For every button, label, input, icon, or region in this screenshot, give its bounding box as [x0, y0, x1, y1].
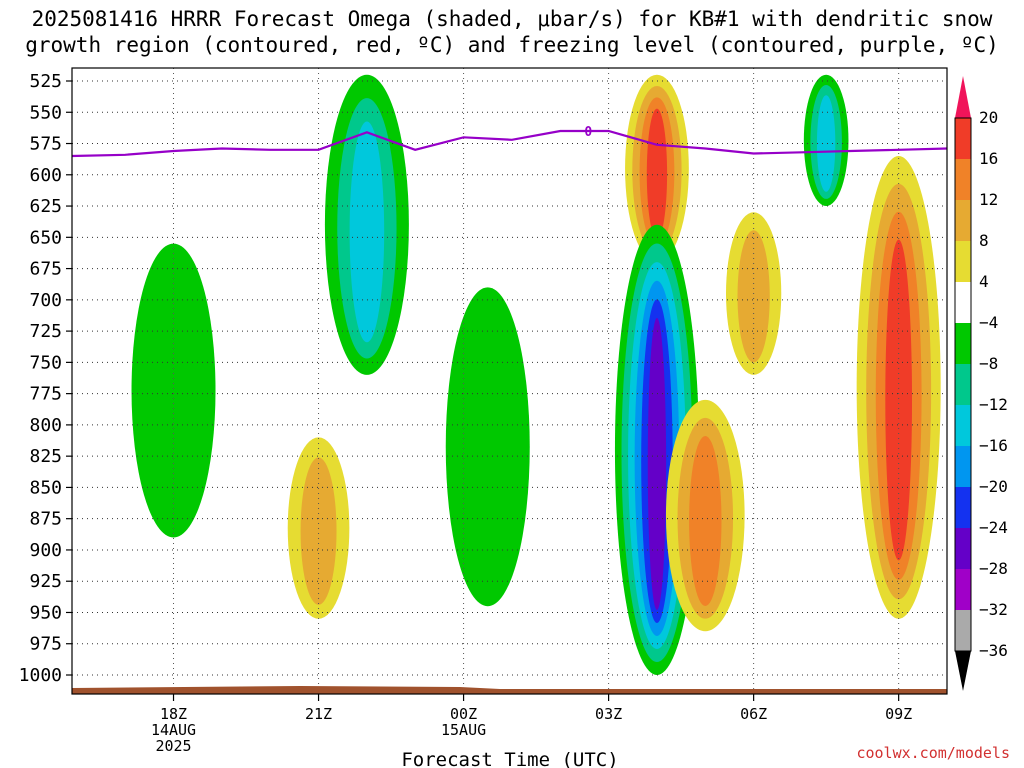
x-axis-title: Forecast Time (UTC)	[401, 749, 618, 768]
y-tick-label-750: 750	[29, 352, 62, 373]
colorbar-label-5: −4	[979, 313, 998, 332]
colorbar: 20 16 12 8 4 −4 −8 −12 −16 −20 −24 −28 −32 −36	[954, 76, 1008, 691]
x-tick-label-03Z: 03Z	[595, 705, 622, 723]
x-tick-label-09Z: 09Z	[885, 705, 912, 723]
colorbar-label-3: 8	[979, 231, 989, 250]
colorbar-bottom-arrow	[955, 651, 971, 691]
y-tick-label-550: 550	[29, 102, 62, 123]
colorbar-label-8: −16	[979, 436, 1008, 455]
colorbar-label-12: −32	[979, 600, 1008, 619]
colorbar-segment-6	[955, 364, 971, 405]
colorbar-label-0: 20	[979, 108, 998, 127]
omega-shade-sink-22z-2	[349, 121, 385, 343]
y-tick-label-925: 925	[29, 571, 62, 592]
chart-title: 2025081416 HRRR Forecast Omega (shaded, …	[0, 6, 1024, 58]
omega-region-sink-18z	[131, 243, 216, 538]
colorbar-frame	[954, 117, 972, 652]
x-tick-label-00Z: 00Z	[450, 705, 477, 723]
omega-region-rise-04z-upper	[625, 74, 689, 263]
omega-region-sink-00z	[445, 287, 530, 607]
colorbar-label-10: −24	[979, 518, 1008, 537]
y-tick-label-975: 975	[29, 634, 62, 655]
y-tick-label-600: 600	[29, 165, 62, 186]
y-tick-label-825: 825	[29, 446, 62, 467]
omega-shade-rise-05z-2	[689, 435, 722, 607]
colorbar-label-9: −20	[979, 477, 1008, 496]
freezing-level-label: 0	[584, 125, 592, 140]
freezing-level-contour: 0	[72, 125, 947, 158]
colorbar-segment-2	[955, 200, 971, 241]
y-tick-label-1000: 1000	[19, 665, 62, 686]
omega-region-rise-09z	[856, 156, 941, 619]
x-tick-label-18Z-sub1: 14AUG	[151, 721, 196, 739]
colorbar-segment-8	[955, 446, 971, 487]
x-tick-label-21Z: 21Z	[305, 705, 332, 723]
colorbar-label-11: −28	[979, 559, 1008, 578]
omega-shade-rise-21z-1	[300, 457, 337, 605]
colorbar-label-1: 16	[979, 149, 998, 168]
y-tick-label-575: 575	[29, 134, 62, 155]
omega-region-sink-08z	[803, 74, 849, 207]
omega-shade-sink-04z-5	[647, 318, 667, 610]
omega-region-rise-05z	[665, 399, 745, 632]
y-tick-label-800: 800	[29, 415, 62, 436]
colorbar-top-arrow	[955, 76, 971, 118]
omega-shade-rise-04z-upper-3	[646, 108, 668, 239]
colorbar-label-13: −36	[979, 641, 1008, 660]
omega-shade-sink-18z-0	[131, 243, 216, 538]
omega-shade-sink-00z-0	[445, 287, 530, 607]
title-line-2: growth region (contoured, red, ºC) and f…	[25, 33, 999, 57]
y-axis: 525 550 575 600 625 650 675 700 725 750 775 800 825 8…	[19, 71, 72, 686]
plot-frame	[71, 67, 948, 695]
y-tick-label-900: 900	[29, 540, 62, 561]
omega-shade-rise-09z-3	[885, 239, 913, 561]
y-tick-label-775: 775	[29, 384, 62, 405]
colorbar-label-2: 12	[979, 190, 998, 209]
y-tick-label-850: 850	[29, 477, 62, 498]
y-tick-label-675: 675	[29, 259, 62, 280]
y-tick-label-950: 950	[29, 602, 62, 623]
title-line-1: 2025081416 HRRR Forecast Omega (shaded, …	[31, 7, 993, 31]
grid-lines	[72, 68, 947, 694]
source-watermark: coolwx.com/models	[856, 744, 1010, 762]
colorbar-segment-4	[955, 282, 971, 323]
y-tick-label-650: 650	[29, 227, 62, 248]
colorbar-segment-7	[955, 405, 971, 446]
omega-region-sink-22z	[324, 74, 409, 375]
x-tick-label-18Z-sub2: 2025	[155, 737, 191, 755]
y-tick-label-625: 625	[29, 196, 62, 217]
colorbar-segment-11	[955, 569, 971, 610]
colorbar-segment-3	[955, 241, 971, 282]
y-tick-label-700: 700	[29, 290, 62, 311]
y-tick-label-875: 875	[29, 509, 62, 530]
colorbar-label-7: −12	[979, 395, 1008, 414]
colorbar-segment-12	[955, 610, 971, 651]
omega-shade-sink-08z-2	[816, 95, 836, 192]
colorbar-segment-0	[955, 118, 971, 159]
colorbar-segment-5	[955, 323, 971, 364]
ground-surface	[72, 686, 947, 694]
y-tick-label-525: 525	[29, 71, 62, 92]
colorbar-segment-1	[955, 159, 971, 200]
omega-shading	[131, 74, 941, 675]
colorbar-label-4: 4	[979, 272, 989, 291]
omega-shade-rise-06z-1	[737, 230, 770, 363]
freezing-level-line	[72, 129, 947, 158]
x-tick-label-06Z: 06Z	[740, 705, 767, 723]
colorbar-segment-10	[955, 528, 971, 569]
x-tick-label-18Z: 18Z	[160, 705, 187, 723]
x-tick-label-00Z-sub1: 15AUG	[441, 721, 486, 739]
y-tick-label-725: 725	[29, 321, 62, 342]
colorbar-label-6: −8	[979, 354, 998, 373]
colorbar-segment-9	[955, 487, 971, 528]
